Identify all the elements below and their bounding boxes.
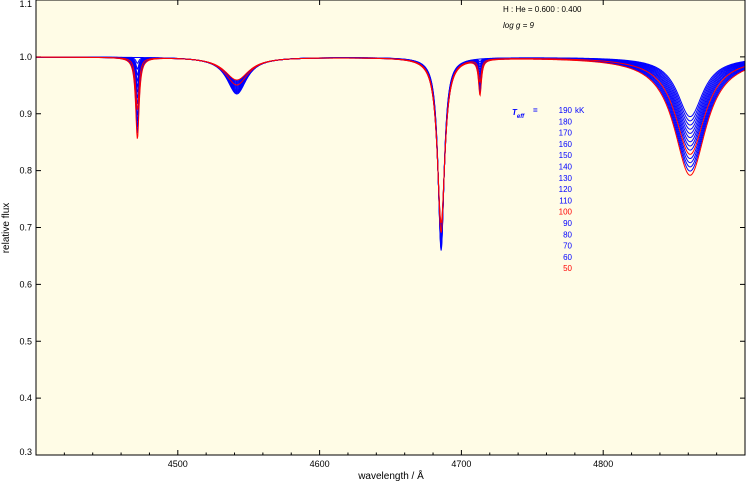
series-line-50 xyxy=(36,56,746,223)
y-tick-label: 0.4 xyxy=(19,393,32,403)
legend-entry: 120 xyxy=(559,185,573,194)
y-tick-label: 0.8 xyxy=(19,166,32,176)
legend-entry: 80 xyxy=(563,230,572,239)
plot-frame xyxy=(35,0,746,456)
y-axis-label: relative flux xyxy=(1,203,12,254)
legend-entry: 60 xyxy=(563,253,572,262)
legend-title: T xyxy=(512,108,518,117)
x-axis-label: wavelength / Å xyxy=(357,469,424,482)
series-lines xyxy=(35,56,746,251)
legend-entry: 150 xyxy=(559,151,573,160)
y-tick-label: 0.5 xyxy=(19,336,32,346)
legend-entry: 50 xyxy=(563,264,572,273)
x-tick-label: 4800 xyxy=(593,459,613,469)
y-tick-label: 0.7 xyxy=(19,223,32,233)
y-tick-labels: 0.3 0.4 0.5 0.6 0.7 0.8 0.9 1.0 1.1 xyxy=(19,0,32,457)
legend-entry: 130 xyxy=(559,174,573,183)
y-tick-label: 1.1 xyxy=(19,0,32,9)
y-tick-label: 0.6 xyxy=(19,279,32,289)
y-tick-label: 0.9 xyxy=(19,109,32,119)
legend-entry: 160 xyxy=(559,140,573,149)
legend-entry: 100 xyxy=(559,208,573,217)
y-tick-label: 0.3 xyxy=(19,447,32,457)
svg-text:Teff: Teff xyxy=(512,108,525,120)
x-tick-labels: 4500 4600 4700 4800 xyxy=(168,459,613,469)
legend-entry: 190 xyxy=(559,106,573,115)
abundance-annotation: H : He = 0.600 : 0.400 xyxy=(503,5,582,14)
legend-entry: 140 xyxy=(559,163,573,172)
x-tick-label: 4500 xyxy=(168,459,188,469)
legend-entry: 170 xyxy=(559,129,573,138)
axis-ticks xyxy=(36,0,745,456)
legend-unit: kK xyxy=(575,106,585,115)
legend-entry: 110 xyxy=(559,196,572,205)
legend-entry: 70 xyxy=(563,242,572,251)
x-tick-label: 4600 xyxy=(310,459,330,469)
legend: Teff = kK 190 180 170 160 150 140 130 120 110 100… xyxy=(512,106,585,273)
legend-equals: = xyxy=(533,106,538,115)
plot-area xyxy=(36,0,745,455)
x-tick-label: 4700 xyxy=(451,459,471,469)
y-tick-label: 1.0 xyxy=(19,52,32,62)
logg-annotation: log g = 9 xyxy=(503,21,534,30)
legend-entry: 180 xyxy=(559,117,573,126)
legend-title-sub: eff xyxy=(517,114,525,120)
legend-entry: 90 xyxy=(563,219,572,228)
